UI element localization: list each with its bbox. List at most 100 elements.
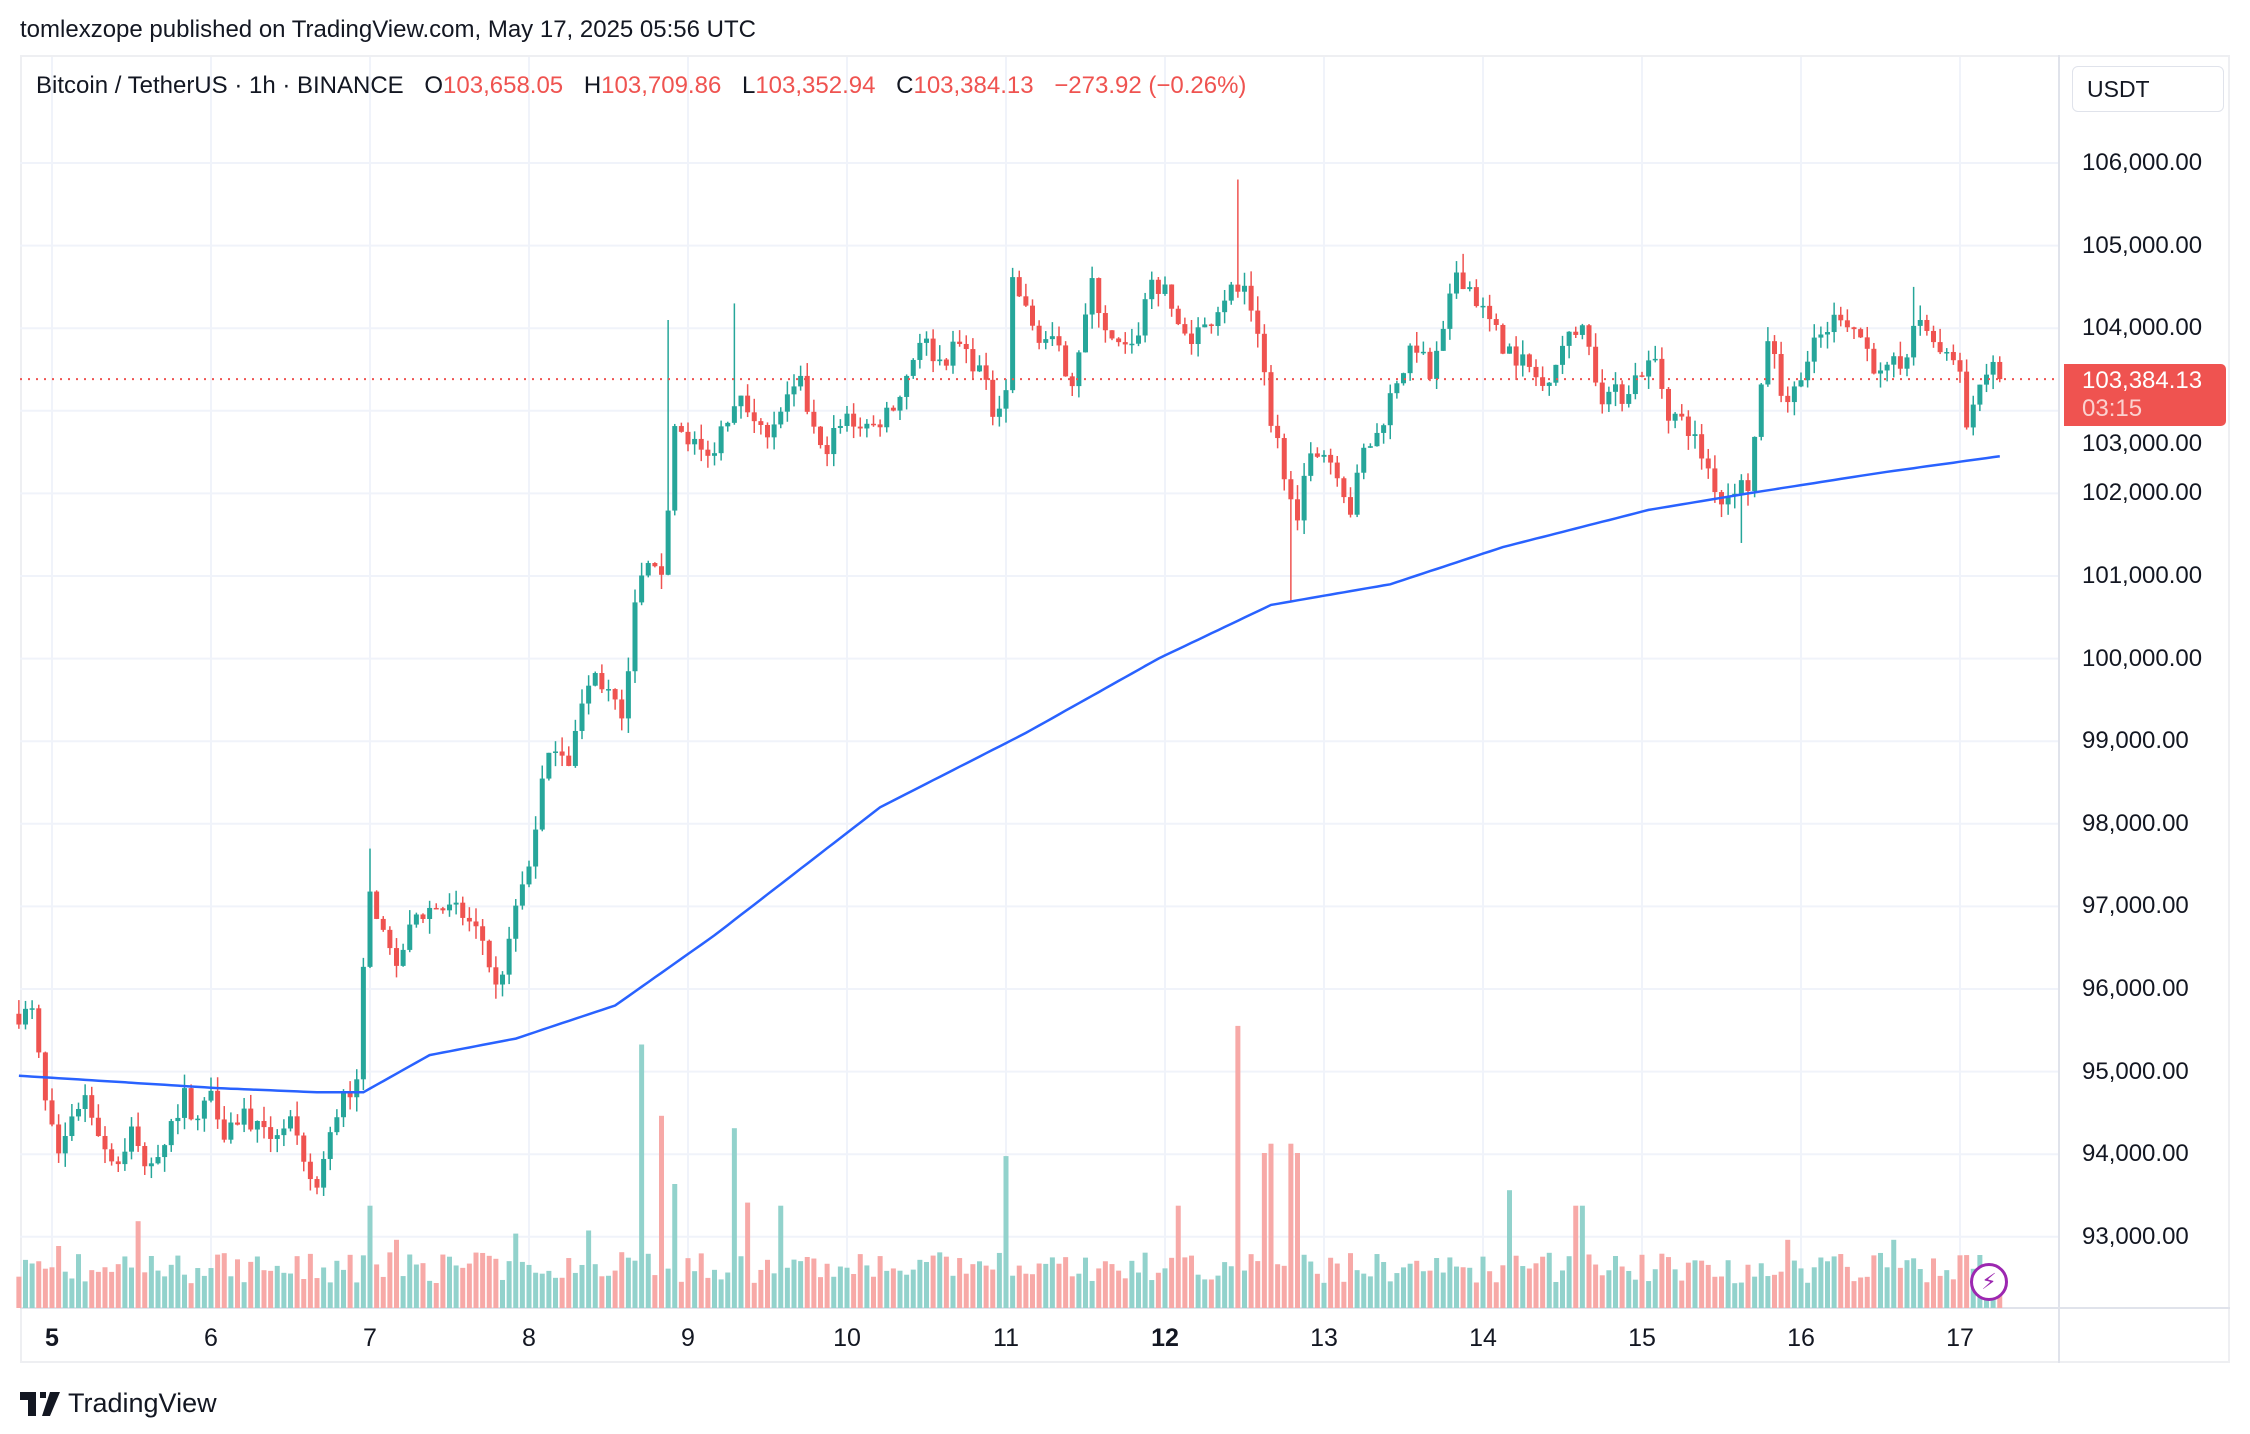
time-tick-label: 5 [45,1324,59,1352]
volume-bar [1884,1267,1890,1308]
volume-bar [1374,1254,1380,1308]
candle-body [877,424,883,428]
candle-body [155,1157,161,1164]
volume-bar [1473,1282,1479,1308]
candle-body [1235,284,1241,292]
candle-body [182,1088,187,1118]
volume-bar [1904,1260,1910,1308]
volume-bar [1924,1282,1930,1308]
candle-body [1328,454,1334,463]
volume-bar [387,1252,393,1308]
volume-bar [798,1261,804,1308]
volume-bar [897,1270,903,1308]
volume-bar [1646,1281,1652,1308]
currency-button[interactable]: USDT [2072,66,2224,112]
candle-body [367,891,373,967]
volume-bar [844,1267,850,1308]
candle-body [1500,324,1506,354]
volume-bar [1414,1260,1420,1308]
candle-body [500,974,505,985]
volume-bar [281,1272,287,1308]
volume-bar [1202,1279,1208,1308]
current-price-label: 103,384.13 03:15 [2064,364,2226,426]
close-value: 103,384.13 [913,72,1034,99]
volume-bar [1931,1258,1936,1308]
volume-bar [1507,1190,1512,1308]
volume-bar [23,1259,28,1308]
volume-bar [1314,1273,1320,1308]
volume-bar [42,1268,48,1308]
volume-bar [606,1275,611,1308]
change-value: −273.92 (−0.26%) [1054,72,1247,99]
candle-body [1619,384,1625,404]
volume-bar [1348,1253,1353,1308]
volume-bar [16,1276,22,1308]
candle-body [1401,373,1406,384]
candle-body [857,426,863,429]
volume-bar [1851,1281,1857,1308]
volume-bar [1752,1276,1758,1308]
candle-body [261,1120,267,1128]
volume-bar [1434,1257,1440,1308]
volume-bar [1957,1255,1963,1308]
tradingview-logo[interactable]: TradingView [20,1388,217,1419]
volume-bar [533,1272,539,1308]
candle-body [347,1092,353,1098]
candle-body [910,359,916,376]
time-tick-label: 15 [1628,1324,1656,1352]
volume-bar [705,1277,711,1308]
symbol-label[interactable]: Bitcoin / TetherUS · 1h · BINANCE [36,72,404,99]
candle-body [1116,338,1122,343]
volume-bar [771,1273,777,1308]
tradingview-logo-icon [20,1391,60,1416]
candle-body [930,338,936,362]
volume-bar [943,1256,949,1308]
candle-body [407,924,413,950]
volume-bar [354,1282,360,1308]
volume-bar [1712,1276,1718,1308]
volume-bar [420,1263,426,1308]
candle-body [1672,413,1678,421]
candle-body [897,396,903,411]
candle-body [871,423,876,426]
volume-bar [572,1272,578,1308]
candle-body [1520,354,1526,366]
candle-body [539,778,545,830]
candle-body [678,426,684,432]
candle-body [824,445,830,455]
candle-body [513,905,519,939]
volume-bar [599,1276,605,1308]
candle-body [1884,364,1890,371]
volume-bar [1666,1257,1671,1308]
volume-bar [1917,1269,1923,1308]
candle-body [559,751,565,756]
candle-body [1493,319,1499,325]
candle-body [1957,360,1963,372]
candle-body [1745,480,1751,492]
candle-body [1705,458,1711,469]
time-tick-label: 11 [993,1324,1019,1352]
candle-body [307,1161,313,1180]
volume-bar [1553,1281,1559,1308]
volume-bar [274,1265,280,1308]
candle-body [122,1151,128,1165]
candle-body [685,431,691,445]
candle-body [1871,348,1877,374]
price-tick-label: 106,000.00 [2082,149,2203,176]
volume-bar [1268,1143,1274,1308]
lightning-icon[interactable]: ⚡︎ [1970,1263,2008,1301]
price-tick-label: 93,000.00 [2082,1222,2189,1250]
candle-body [692,438,698,445]
time-tick-label: 17 [1946,1324,1974,1352]
candle-body [1573,331,1579,335]
time-tick-label: 16 [1787,1324,1815,1352]
candle-body [1473,287,1479,307]
candle-body [1818,334,1824,338]
candle-body [56,1124,62,1154]
candle-body [592,673,598,686]
volume-bar [109,1271,115,1308]
candle-body [23,1008,28,1025]
volume-bar [182,1274,187,1308]
high-label: H [583,72,602,99]
